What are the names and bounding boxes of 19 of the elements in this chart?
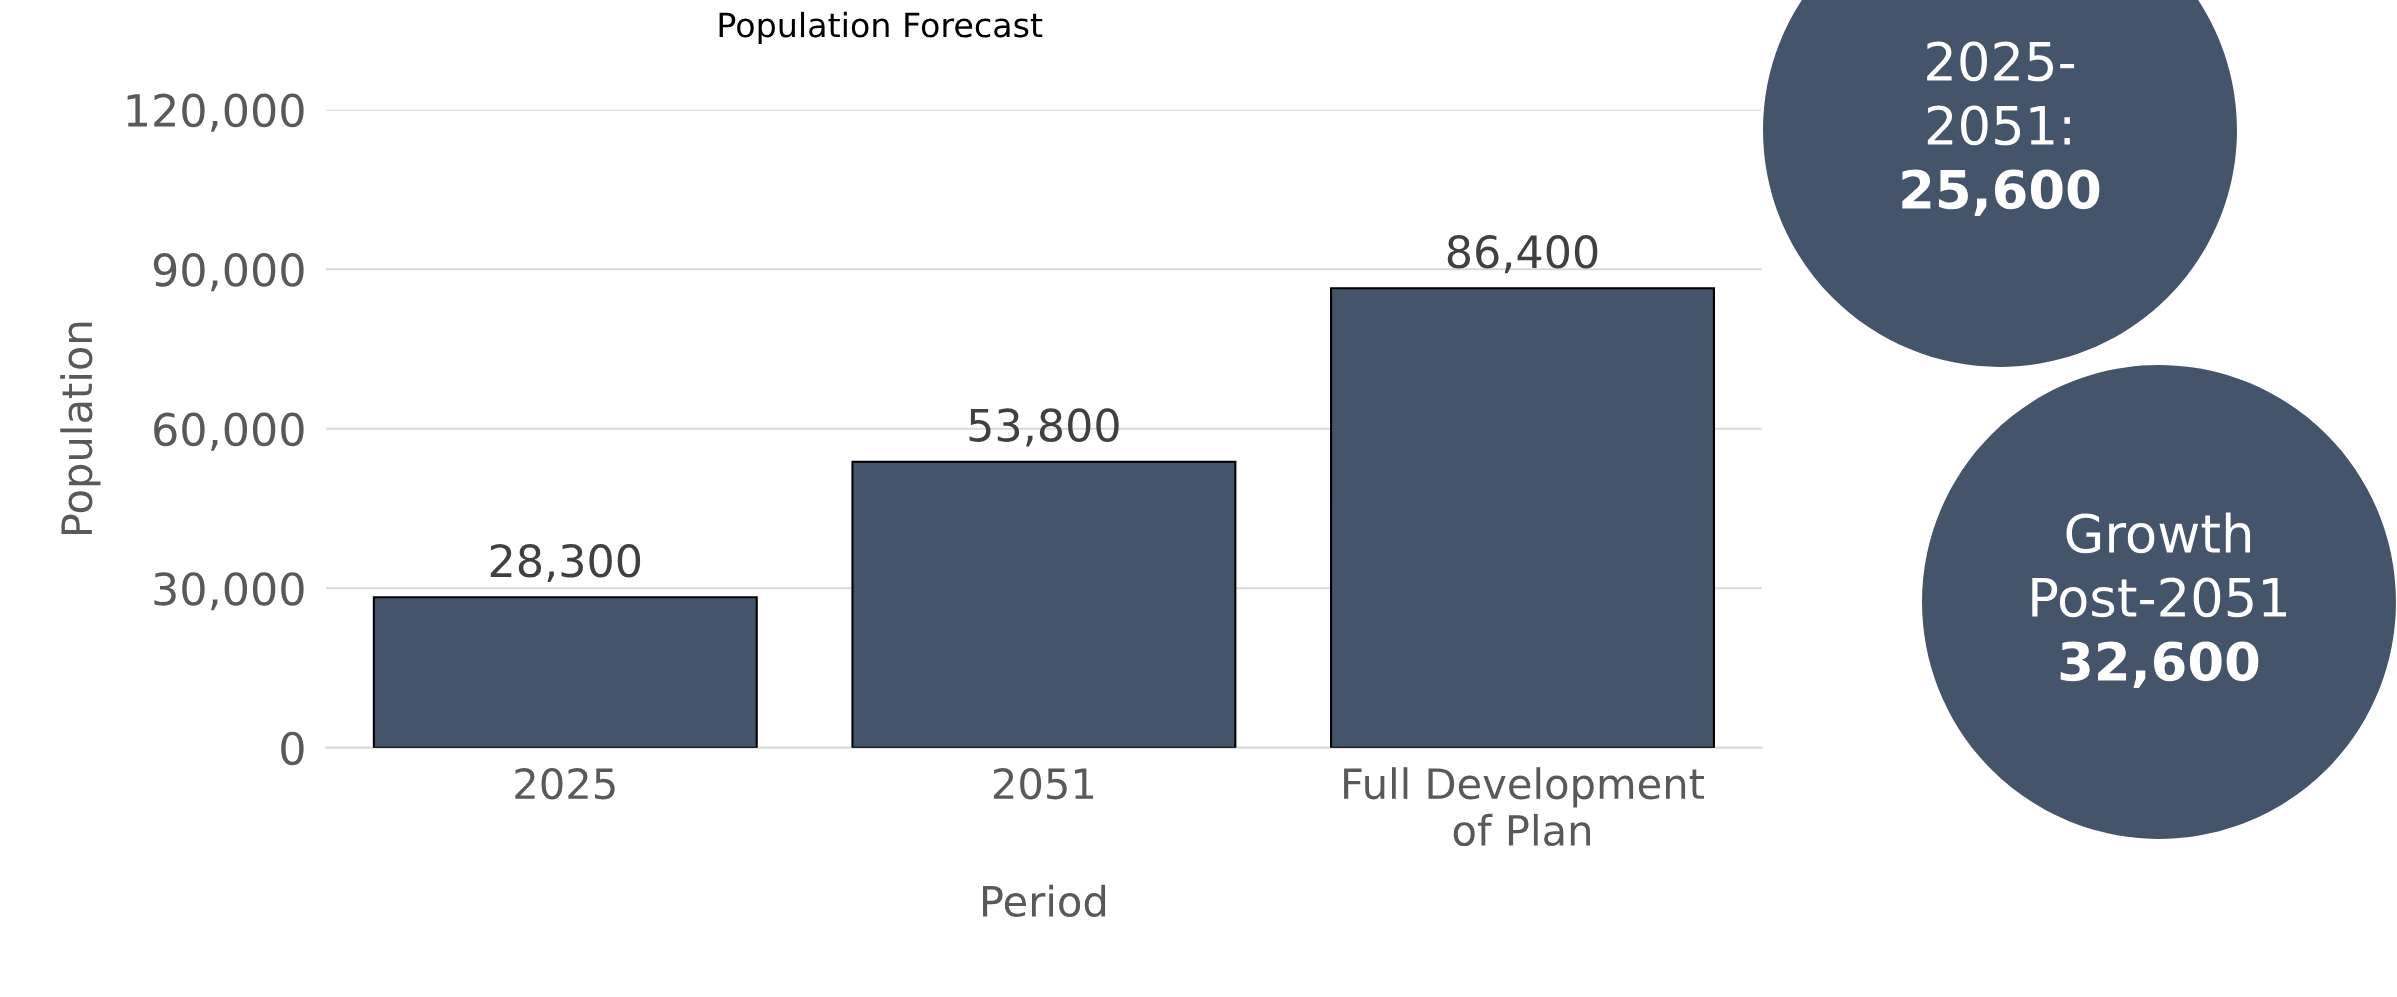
bar — [851, 460, 1237, 748]
x-axis-title: Period — [983, 884, 1106, 917]
bar — [1330, 287, 1715, 748]
text: 2025- 2051: 25,600 — [1902, 41, 2100, 217]
x-tick-label: 2025 — [515, 767, 615, 800]
y-tick-label: 30,000 — [154, 572, 304, 611]
data-label: 28,300 — [490, 543, 641, 583]
y-tick-label: 120,000 — [127, 93, 304, 132]
text: Growth Post-2051 32,600 — [2032, 512, 2287, 689]
y-axis-title: Population — [60, 322, 101, 535]
x-tick-label: Full Development of Plan — [1344, 767, 1704, 847]
y-tick-label: 90,000 — [153, 253, 304, 292]
x-tick-label: 2051 — [993, 767, 1094, 800]
data-label: 53,800 — [969, 408, 1119, 447]
y-tick-label: 0 — [281, 731, 304, 766]
bar — [372, 596, 758, 748]
data-label: 86,400 — [1447, 234, 1598, 274]
y-tick-label: 60,000 — [154, 412, 304, 451]
chart-title: Population Forecast — [719, 11, 1043, 45]
